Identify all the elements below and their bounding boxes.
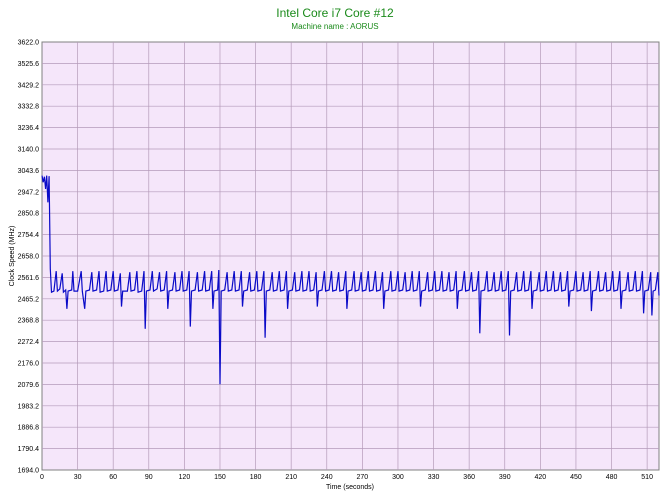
y-tick-label: 2368.8 (18, 318, 40, 325)
y-tick-label: 2658.0 (18, 254, 40, 261)
y-tick-label: 1886.8 (18, 425, 40, 432)
y-tick-label: 1790.4 (18, 446, 40, 453)
y-tick-label: 2947.2 (18, 189, 40, 196)
y-tick-label: 2176.0 (18, 361, 40, 368)
y-tick-label: 3043.6 (18, 168, 40, 175)
x-tick-label: 390 (499, 474, 511, 481)
y-tick-label: 2561.6 (18, 275, 40, 282)
x-tick-label: 150 (214, 474, 226, 481)
x-tick-label: 480 (606, 474, 618, 481)
x-tick-label: 210 (285, 474, 297, 481)
y-tick-label: 2754.4 (18, 232, 40, 239)
chart-title: Intel Core i7 Core #12 (276, 6, 394, 20)
x-tick-label: 420 (535, 474, 547, 481)
y-tick-label: 3140.0 (18, 147, 40, 154)
x-tick-label: 450 (570, 474, 582, 481)
x-axis-label: Time (seconds) (326, 484, 374, 491)
x-tick-label: 300 (392, 474, 404, 481)
y-tick-label: 1983.2 (18, 403, 40, 410)
x-tick-label: 180 (250, 474, 262, 481)
y-tick-label: 2272.4 (18, 339, 40, 346)
y-tick-label: 3622.0 (18, 40, 40, 47)
x-tick-label: 240 (321, 474, 333, 481)
x-tick-label: 510 (641, 474, 653, 481)
x-tick-label: 270 (357, 474, 369, 481)
series-line (41, 175, 660, 385)
x-tick-label: 90 (145, 474, 153, 481)
y-tick-label: 3429.2 (18, 82, 40, 89)
grid-lines (42, 42, 659, 470)
y-tick-label: 2465.2 (18, 296, 40, 303)
x-tick-label: 0 (40, 474, 44, 481)
chart-subtitle: Machine name : AORUS (291, 22, 378, 31)
y-tick-label: 3332.8 (18, 104, 40, 111)
x-tick-label: 30 (74, 474, 82, 481)
y-tick-label: 2850.8 (18, 211, 40, 218)
x-tick-label: 60 (109, 474, 117, 481)
x-tick-label: 120 (179, 474, 191, 481)
x-axis-ticks: 0 30 60 90 120 150 180 210 240 270 300 330 360 390 420… (40, 474, 653, 481)
y-tick-label: 1694.0 (18, 468, 40, 475)
y-tick-label: 3525.6 (18, 61, 40, 68)
x-tick-label: 330 (428, 474, 440, 481)
x-tick-label: 360 (463, 474, 475, 481)
y-tick-label: 2079.6 (18, 382, 40, 389)
y-tick-label: 3236.4 (18, 125, 40, 132)
y-axis-label: Clock Speed (MHz) (9, 226, 16, 287)
y-axis-ticks: 1694.0 1790.4 1886.8 1983.2 2079.6 2176.0 2272… (18, 40, 40, 475)
